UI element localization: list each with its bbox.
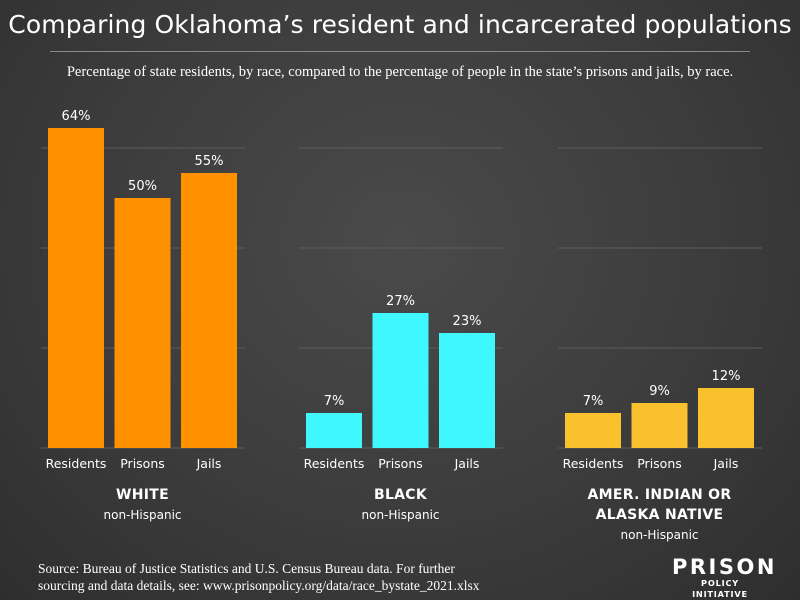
bar [48, 128, 104, 448]
category-label: Jails [196, 456, 222, 471]
category-label: Prisons [378, 456, 423, 471]
value-label: 7% [583, 394, 604, 409]
bar [306, 413, 362, 448]
group-label: ALASKA NATIVE [596, 507, 724, 523]
group-label: AMER. INDIAN OR [588, 487, 732, 503]
source-line-1: Source: Bureau of Justice Statistics and… [38, 561, 455, 576]
chart-title: Comparing Oklahoma’s resident and incarc… [8, 10, 792, 39]
value-label: 27% [386, 294, 415, 309]
title-divider [50, 51, 750, 52]
category-label: Residents [563, 456, 624, 471]
bar [698, 388, 754, 448]
value-label: 7% [324, 394, 345, 409]
source-note: Source: Bureau of Justice Statistics and… [38, 560, 598, 594]
category-label: Residents [46, 456, 107, 471]
labels: 64% Residents 50% Prisons 55% Jails WHITE non-H… [46, 109, 741, 542]
bar [181, 173, 237, 448]
chart-subtitle: Percentage of state residents, by race, … [66, 64, 734, 80]
logo-top-text: PRISON [672, 555, 777, 579]
value-label: 23% [453, 314, 482, 329]
bar [372, 313, 429, 448]
bar [631, 403, 688, 448]
value-label: 12% [712, 369, 741, 384]
category-label: Jails [713, 456, 739, 471]
value-label: 50% [128, 179, 157, 194]
bar [565, 413, 621, 448]
value-label: 9% [649, 384, 670, 399]
group-sublabel: non-Hispanic [362, 508, 440, 522]
source-line-2: sourcing and data details, see: www.pris… [38, 578, 480, 593]
value-label: 55% [195, 154, 224, 169]
group-label: WHITE [116, 487, 169, 503]
category-label: Prisons [120, 456, 165, 471]
group-label: BLACK [374, 487, 428, 503]
bars [48, 128, 754, 448]
group-sublabel: non-Hispanic [621, 528, 699, 542]
category-label: Residents [304, 456, 365, 471]
bar [114, 198, 171, 448]
value-label: 64% [62, 109, 91, 124]
prison-policy-initiative-logo: PRISON POLICY INITIATIVE [672, 555, 777, 600]
group-sublabel: non-Hispanic [104, 508, 182, 522]
bar [439, 333, 495, 448]
category-label: Prisons [637, 456, 682, 471]
logo-bottom-text: POLICY INITIATIVE [692, 578, 748, 599]
category-label: Jails [454, 456, 480, 471]
